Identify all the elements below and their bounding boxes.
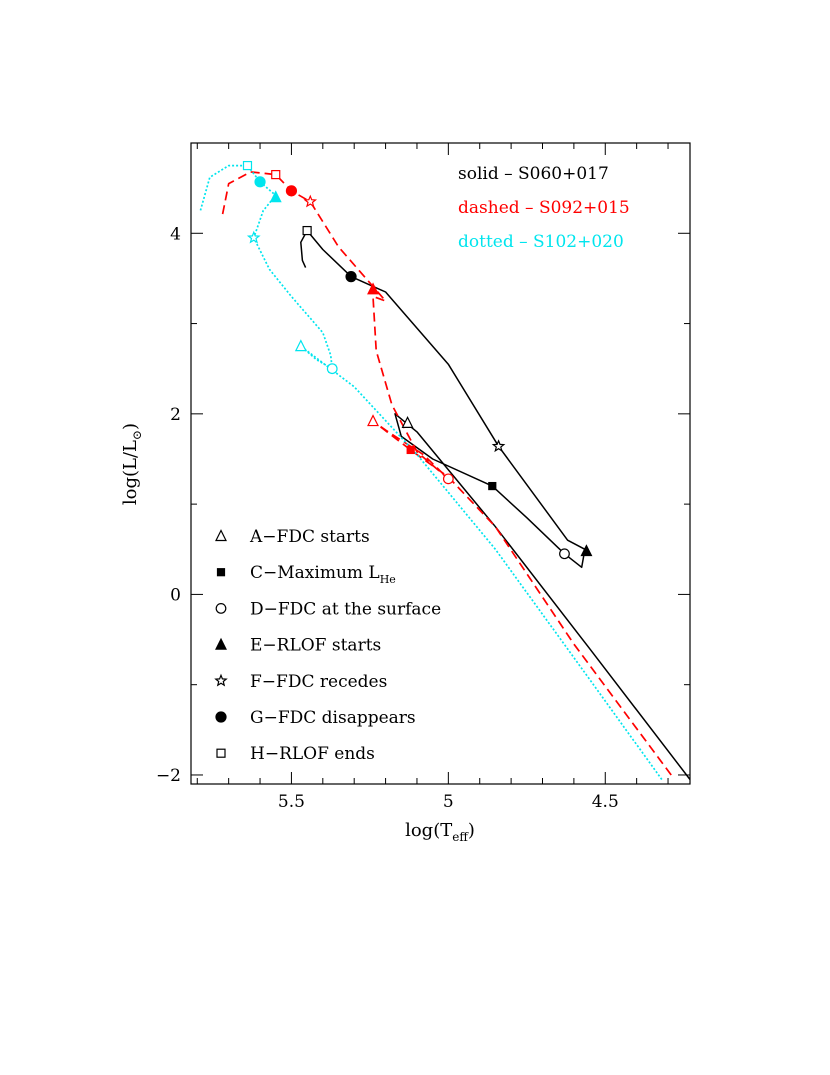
marker-e xyxy=(367,282,379,295)
marker-f xyxy=(246,230,261,244)
marker-f xyxy=(491,439,506,453)
x-tick-label: 5.5 xyxy=(278,792,305,812)
marker-f xyxy=(303,194,318,208)
axis-tick-labels: 5.5 5 4.5 4 2 0 −2 xyxy=(156,224,619,812)
series-markers xyxy=(242,160,593,560)
marker-g xyxy=(345,271,357,283)
legend-symbol-a xyxy=(215,529,227,542)
marker-a xyxy=(401,416,414,428)
symbol-legend-label: H−RLOF ends xyxy=(250,744,375,764)
y-tick-label: 4 xyxy=(170,224,181,244)
marker-c xyxy=(406,445,415,455)
series-line-s060+017 xyxy=(300,229,691,780)
marker-h xyxy=(271,169,281,180)
y-axis-label: log(L/L⊙) xyxy=(120,423,144,505)
marker-a xyxy=(294,339,307,352)
x-axis-label: log(Teff) xyxy=(405,820,475,844)
symbol-legend-label: D−FDC at the surface xyxy=(250,599,441,619)
axis-ticks xyxy=(191,142,690,784)
y-tick-label: 0 xyxy=(170,585,181,605)
marker-h xyxy=(302,225,312,236)
series-legend-entry: dashed – S092+015 xyxy=(458,198,630,218)
x-tick-label: 4.5 xyxy=(592,792,619,812)
legend-symbol-g xyxy=(215,711,227,723)
marker-h xyxy=(242,160,253,171)
legend-symbol-f xyxy=(214,673,228,687)
legend-symbol-h xyxy=(216,748,226,758)
y-tick-label: −2 xyxy=(156,766,181,786)
legend-symbol-c xyxy=(216,568,226,577)
series-line-s092+015 xyxy=(221,171,672,776)
marker-e xyxy=(269,190,282,203)
symbol-legend-label: A−FDC starts xyxy=(249,527,370,547)
symbol-legend-label: F−FDC recedes xyxy=(250,672,387,692)
y-tick-label: 2 xyxy=(170,405,181,425)
plot-frame xyxy=(190,142,691,785)
marker-d xyxy=(559,548,570,560)
marker-d xyxy=(442,473,454,485)
series-legend: solid – S060+017 dashed – S092+015 dotted … xyxy=(458,164,630,252)
series-legend-entry: dotted – S102+020 xyxy=(458,232,624,252)
symbol-legend-label: G−FDC disappears xyxy=(250,708,416,728)
legend-symbol-e xyxy=(215,637,227,650)
marker-a xyxy=(367,414,379,427)
marker-d xyxy=(326,363,338,375)
legend-symbol-d xyxy=(215,603,227,614)
marker-e xyxy=(580,544,593,557)
marker-g xyxy=(254,176,266,188)
x-tick-label: 5 xyxy=(443,792,454,812)
symbol-legend-label: C−Maximum LHe xyxy=(250,563,396,586)
marker-g xyxy=(285,185,298,197)
symbol-legend: A−FDC starts C−Maximum LHe D−FDC at the su… xyxy=(214,527,441,764)
symbol-legend-label: E−RLOF starts xyxy=(250,636,381,656)
series-legend-entry: solid – S060+017 xyxy=(458,164,609,184)
marker-c xyxy=(488,481,497,491)
